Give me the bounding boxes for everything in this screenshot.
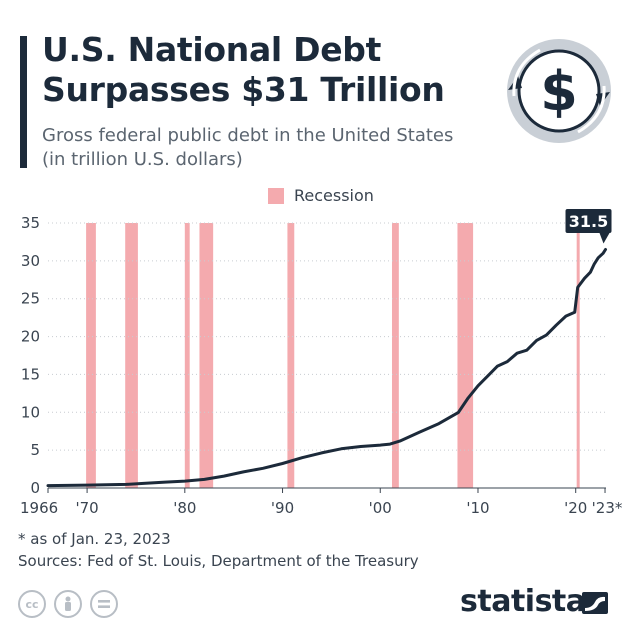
title-line-1: U.S. National Debt (42, 30, 382, 69)
x-tick-label-1990: '90 (271, 499, 294, 517)
x-tick-label-1970: '70 (75, 499, 98, 517)
y-tick-label-15: 15 (21, 365, 40, 383)
sources: Sources: Fed of St. Louis, Department of… (18, 552, 419, 570)
recession-band-4 (287, 223, 295, 488)
x-tick-label-2020: '20 (564, 499, 587, 517)
footnote: * as of Jan. 23, 2023 (18, 530, 171, 548)
recession-band-6 (457, 223, 474, 488)
subtitle-line-1: Gross federal public debt in the United … (42, 125, 454, 146)
recession-band-3 (199, 223, 214, 488)
subtitle-line-2: (in trillion U.S. dollars) (42, 149, 243, 170)
callout-pointer (599, 233, 610, 244)
no-derivatives-icon[interactable] (90, 590, 118, 618)
series-line-debt (46, 248, 607, 488)
callout-box (565, 209, 612, 233)
x-tick-label-1980: '80 (173, 499, 196, 517)
recession-band-1 (125, 223, 138, 488)
license-icons: cc (18, 590, 118, 618)
dollar-coin-icon: $ (507, 39, 611, 143)
y-tick-label-35: 35 (21, 214, 40, 232)
series-debt (46, 248, 607, 488)
y-tick-label-5: 5 (30, 441, 40, 459)
x-tick-label-1966: 1966 (20, 499, 58, 517)
line-chart: 0 5 10 15 20 25 30 35 1966 '70 '80 '90 '00 '10 '20 '23… (20, 209, 623, 517)
x-tick-label-2023: '23* (592, 499, 623, 517)
cc-icon[interactable]: cc (18, 590, 46, 618)
legend-label-recession: Recession (294, 186, 374, 205)
statista-wave-icon (582, 592, 608, 614)
recession-bands (86, 223, 580, 488)
y-axis: 0 5 10 15 20 25 30 35 (21, 214, 40, 497)
recession-band-7 (576, 223, 580, 488)
chart-subtitle: Gross federal public debt in the United … (42, 124, 453, 172)
y-tick-label-20: 20 (21, 328, 40, 346)
value-callout: 31.5 (565, 209, 612, 244)
legend: Recession (268, 186, 374, 205)
title-line-2: Surpasses $31 Trillion (42, 70, 445, 109)
recession-band-2 (184, 223, 190, 488)
svg-text:$: $ (540, 60, 578, 123)
y-tick-label-0: 0 (30, 479, 40, 497)
legend-swatch-recession (268, 187, 284, 204)
y-tick-label-10: 10 (21, 403, 40, 421)
brand-logo[interactable]: statista (460, 584, 586, 619)
recession-band-0 (86, 223, 96, 488)
title-accent-bar (20, 36, 27, 168)
callout-label: 31.5 (569, 212, 608, 231)
chart-title: U.S. National Debt Surpasses $31 Trillio… (42, 30, 445, 110)
attribution-icon[interactable] (54, 590, 82, 618)
x-tick-label-2010: '10 (466, 499, 489, 517)
x-tick-label-2000: '00 (369, 499, 392, 517)
y-tick-label-30: 30 (21, 252, 40, 270)
recession-band-5 (391, 223, 399, 488)
y-tick-label-25: 25 (21, 290, 40, 308)
x-axis: 1966 '70 '80 '90 '00 '10 '20 '23* (20, 487, 623, 517)
